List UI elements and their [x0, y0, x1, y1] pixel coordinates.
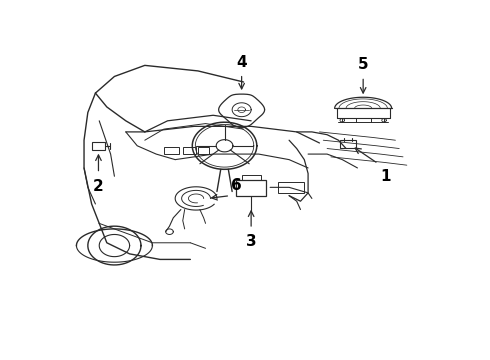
- Bar: [198, 147, 209, 154]
- Text: 1: 1: [381, 169, 391, 184]
- Bar: [278, 182, 304, 193]
- Bar: [341, 140, 356, 148]
- Bar: [183, 147, 196, 154]
- Bar: [92, 141, 105, 150]
- Bar: [164, 147, 179, 154]
- Text: 6: 6: [231, 178, 241, 193]
- Text: 5: 5: [358, 57, 368, 72]
- Text: 3: 3: [246, 234, 256, 249]
- Text: 2: 2: [93, 179, 104, 194]
- Bar: [242, 175, 261, 180]
- Bar: [236, 180, 267, 195]
- Text: 4: 4: [236, 54, 247, 69]
